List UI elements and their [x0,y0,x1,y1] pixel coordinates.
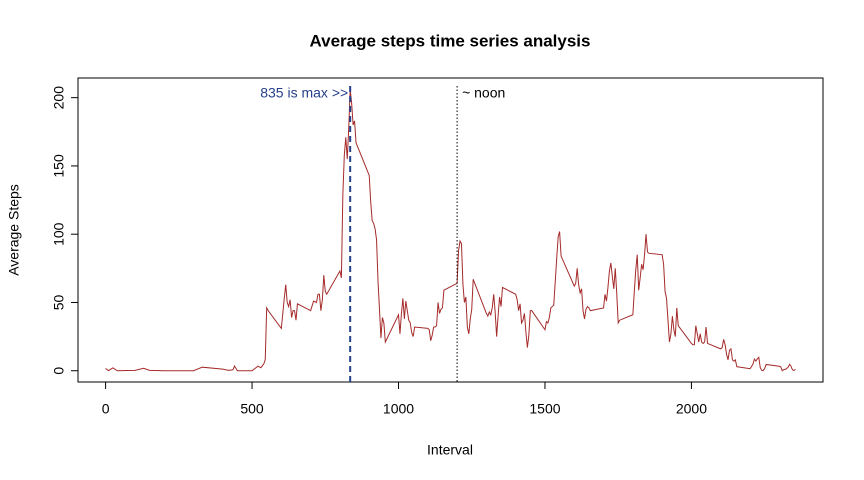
chart-title: Average steps time series analysis [310,31,591,50]
x-tick-label: 0 [102,401,110,417]
y-tick-label: 150 [51,154,67,178]
plot-box [77,77,824,383]
y-tick-label: 50 [51,294,67,310]
x-tick-label: 1500 [529,401,560,417]
y-tick-label: 200 [51,86,67,110]
x-tick-label: 1000 [383,401,414,417]
data-line [105,89,796,372]
y-axis-label: Average Steps [6,184,22,276]
annotation-label: ~ noon [462,85,505,101]
x-axis-label: Interval [427,442,473,458]
y-tick-label: 0 [51,367,67,375]
annotation-label: 835 is max >> [260,85,348,101]
x-tick-label: 2000 [676,401,707,417]
y-tick-label: 100 [51,222,67,246]
x-tick-label: 500 [240,401,264,417]
